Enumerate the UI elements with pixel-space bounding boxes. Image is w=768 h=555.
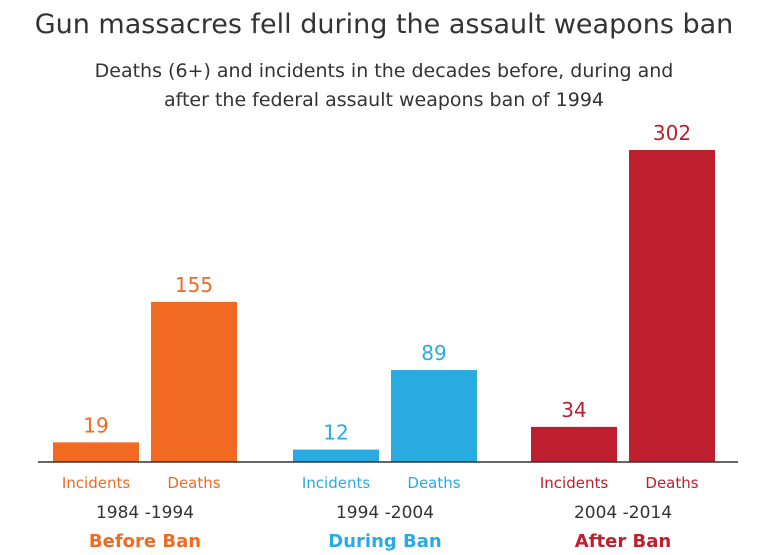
category-label-during-ban-incidents: Incidents (302, 474, 370, 492)
value-label-before-ban-deaths: 155 (175, 273, 213, 297)
bar-before-ban-deaths (151, 301, 237, 462)
bar-after-ban-incidents (531, 426, 617, 462)
bars-layer: 19 Incidents 155 Deaths 1984 -1994 Before Ban… (53, 121, 715, 552)
value-label-before-ban-incidents: 19 (83, 413, 108, 437)
chart-subtitle-line-1: Deaths (6+) and incidents in the decades… (95, 60, 674, 82)
chart-title: Gun massacres fell during the assault we… (35, 9, 734, 40)
category-label-after-ban-incidents: Incidents (540, 474, 608, 492)
category-label-after-ban-deaths: Deaths (645, 474, 698, 492)
bar-during-ban-deaths (391, 370, 477, 462)
period-label-after-ban: 2004 -2014 (574, 503, 672, 523)
value-label-after-ban-incidents: 34 (561, 398, 586, 422)
value-label-during-ban-deaths: 89 (421, 341, 446, 365)
value-label-during-ban-incidents: 12 (323, 421, 348, 445)
bar-during-ban-incidents (293, 449, 379, 462)
group-label-before-ban: Before Ban (89, 531, 201, 552)
chart-subtitle-line-2: after the federal assault weapons ban of… (164, 89, 604, 111)
period-label-before-ban: 1984 -1994 (96, 503, 194, 523)
category-label-before-ban-deaths: Deaths (167, 474, 220, 492)
bar-before-ban-incidents (53, 442, 139, 462)
category-label-during-ban-deaths: Deaths (407, 474, 460, 492)
value-label-after-ban-deaths: 302 (653, 121, 691, 145)
bar-after-ban-deaths (629, 150, 715, 462)
category-label-before-ban-incidents: Incidents (62, 474, 130, 492)
group-label-during-ban: During Ban (328, 531, 441, 552)
period-label-during-ban: 1994 -2004 (336, 503, 434, 523)
group-label-after-ban: After Ban (575, 531, 671, 552)
